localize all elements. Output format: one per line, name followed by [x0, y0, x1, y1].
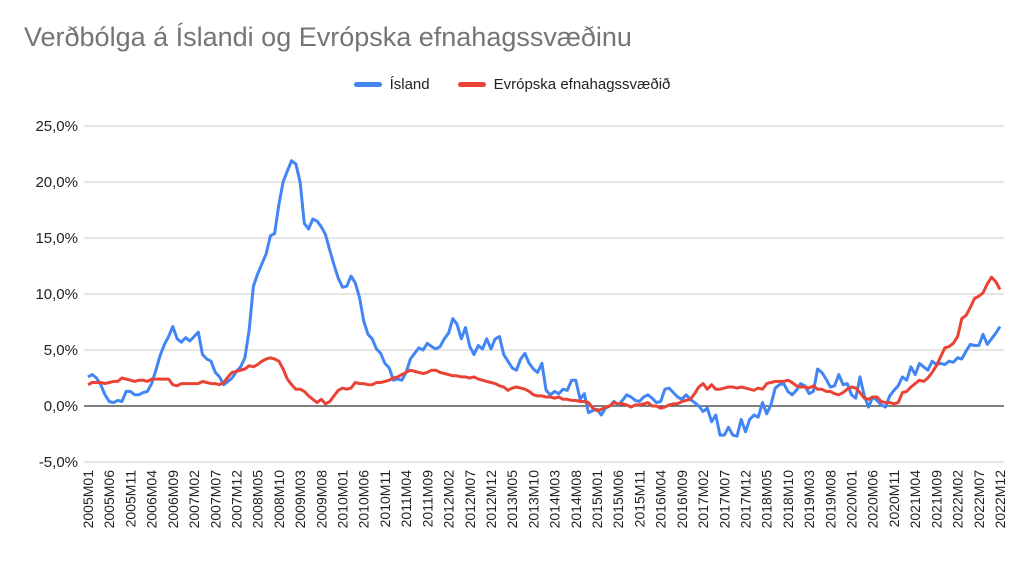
x-tick-label: 2010M06: [356, 470, 372, 529]
x-tick-label: 2011M09: [419, 470, 435, 528]
series-line-eea: [87, 275, 1002, 412]
x-tick-label: 2022M12: [992, 470, 1008, 529]
x-tick-label: 2017M02: [695, 470, 711, 529]
x-tick-label: 2010M01: [335, 470, 351, 529]
y-tick-label: 25,0%: [35, 118, 78, 135]
legend-item-island[interactable]: Ísland: [353, 76, 430, 93]
x-tick-label: 2015M01: [589, 470, 605, 529]
x-tick-label: 2007M12: [228, 470, 244, 529]
x-tick-label: 2009M08: [313, 470, 329, 529]
x-tick-label: 2011M04: [398, 470, 414, 528]
x-tick-label: 2020M01: [844, 470, 860, 529]
y-tick-label: 5,0%: [44, 342, 78, 359]
x-tick-label: 2012M12: [483, 470, 499, 529]
x-tick-label: 2020M11: [886, 470, 902, 528]
legend-swatch-eea: [457, 82, 486, 87]
y-tick-label: -5,0%: [39, 454, 78, 471]
series-line-island: [87, 159, 1002, 438]
y-tick-label: 0,0%: [44, 398, 78, 415]
y-tick-label: 20,0%: [35, 174, 78, 191]
x-tick-label: 2020M06: [865, 470, 881, 529]
x-tick-label: 2012M07: [462, 470, 478, 529]
x-tick-label: 2005M01: [80, 470, 96, 529]
x-tick-label: 2015M06: [610, 470, 626, 529]
x-tick-label: 2006M04: [144, 470, 160, 529]
y-tick-label: 10,0%: [35, 286, 78, 303]
x-tick-label: 2018M05: [759, 470, 775, 529]
x-tick-label: 2017M07: [716, 470, 732, 529]
x-tick-label: 2017M12: [737, 470, 753, 529]
x-tick-label: 2006M09: [165, 470, 181, 529]
x-tick-label: 2008M05: [250, 470, 266, 529]
x-tick-label: 2016M04: [653, 470, 669, 529]
x-tick-label: 2021M04: [907, 470, 923, 529]
legend-label-island: Ísland: [389, 76, 430, 93]
legend: Ísland Evrópska efnahagssvæðið: [0, 76, 1024, 93]
x-tick-label: 2008M10: [271, 470, 287, 529]
x-tick-label: 2019M08: [822, 470, 838, 529]
x-tick-label: 2014M03: [547, 470, 563, 529]
x-tick-label: 2018M10: [780, 470, 796, 529]
legend-swatch-island: [353, 82, 382, 87]
x-tick-label: 2013M05: [504, 470, 520, 529]
x-tick-label: 2007M02: [186, 470, 202, 529]
x-tick-label: 2009M03: [292, 470, 308, 529]
legend-label-eea: Evrópska efnahagssvæðið: [493, 76, 671, 93]
x-tick-label: 2022M02: [950, 470, 966, 529]
y-tick-label: 15,0%: [35, 230, 78, 247]
x-tick-label: 2014M08: [568, 470, 584, 529]
x-tick-label: 2015M11: [631, 470, 647, 528]
x-tick-label: 2005M11: [122, 470, 138, 528]
x-tick-label: 2013M10: [525, 470, 541, 529]
chart-title: Verðbólga á Íslandi og Evrópska efnahags…: [24, 22, 632, 52]
x-tick-label: 2021M09: [928, 470, 944, 529]
x-tick-label: 2022M07: [971, 470, 987, 529]
x-tick-label: 2019M03: [801, 470, 817, 529]
x-tick-label: 2016M09: [674, 470, 690, 529]
x-tick-label: 2012M02: [441, 470, 457, 529]
x-tick-label: 2010M11: [377, 470, 393, 528]
x-tick-label: 2005M06: [101, 470, 117, 529]
legend-item-eea[interactable]: Evrópska efnahagssvæðið: [457, 76, 671, 93]
x-tick-label: 2007M07: [207, 470, 223, 529]
